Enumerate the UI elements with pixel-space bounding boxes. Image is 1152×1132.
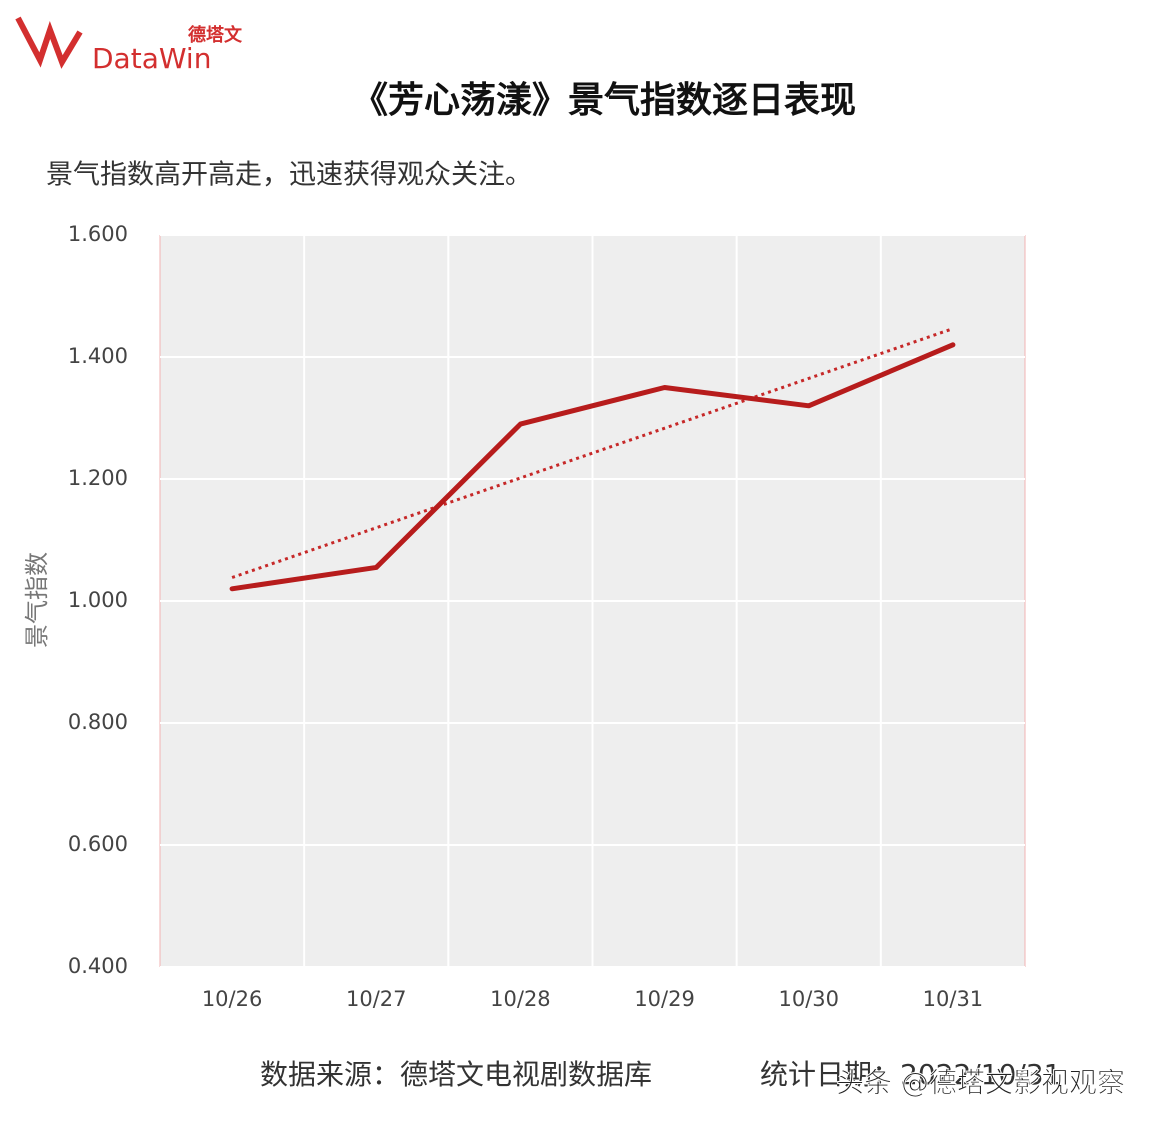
trendline (231, 327, 954, 579)
date: 统计日期：2022/10/31 (760, 1058, 1061, 1091)
y-tick-label: 1.600 (68, 222, 128, 246)
y-tick-label: 1.000 (68, 588, 128, 612)
y-tick-label: 1.200 (68, 466, 128, 490)
x-tick-label: 10/30 (778, 987, 839, 1011)
logo-cn: 德塔文 (188, 24, 243, 46)
subtitle: 景气指数高开高走，迅速获得观众关注。 (46, 160, 532, 191)
chart-title: 《芳心荡漾》景气指数逐日表现 (352, 80, 856, 121)
x-tick-label: 10/31 (923, 987, 984, 1011)
y-tick-label: 0.400 (68, 954, 128, 978)
watermark: 头条 @德塔文影视观察 (836, 1066, 1125, 1099)
x-tick-label: 10/26 (202, 987, 263, 1011)
x-tick-label: 10/27 (346, 987, 407, 1011)
source: 数据来源：德塔文电视剧数据库 (260, 1058, 652, 1091)
y-tick-label: 0.800 (68, 710, 128, 734)
plot: 0.400 0.600 0.800 1.000 1.200 1.400 1.600 10/26… (68, 222, 1025, 1011)
logo-en: DataWin (92, 42, 211, 75)
logo-icon (15, 16, 83, 69)
data-line (229, 342, 956, 592)
y-tick-label: 0.600 (68, 832, 128, 856)
y-axis-label: 景气指数 (23, 552, 51, 648)
x-tick-label: 10/29 (634, 987, 695, 1011)
logo: 德塔文 DataWin (15, 16, 243, 75)
x-tick-label: 10/28 (490, 987, 551, 1011)
y-tick-label: 1.400 (68, 344, 128, 368)
